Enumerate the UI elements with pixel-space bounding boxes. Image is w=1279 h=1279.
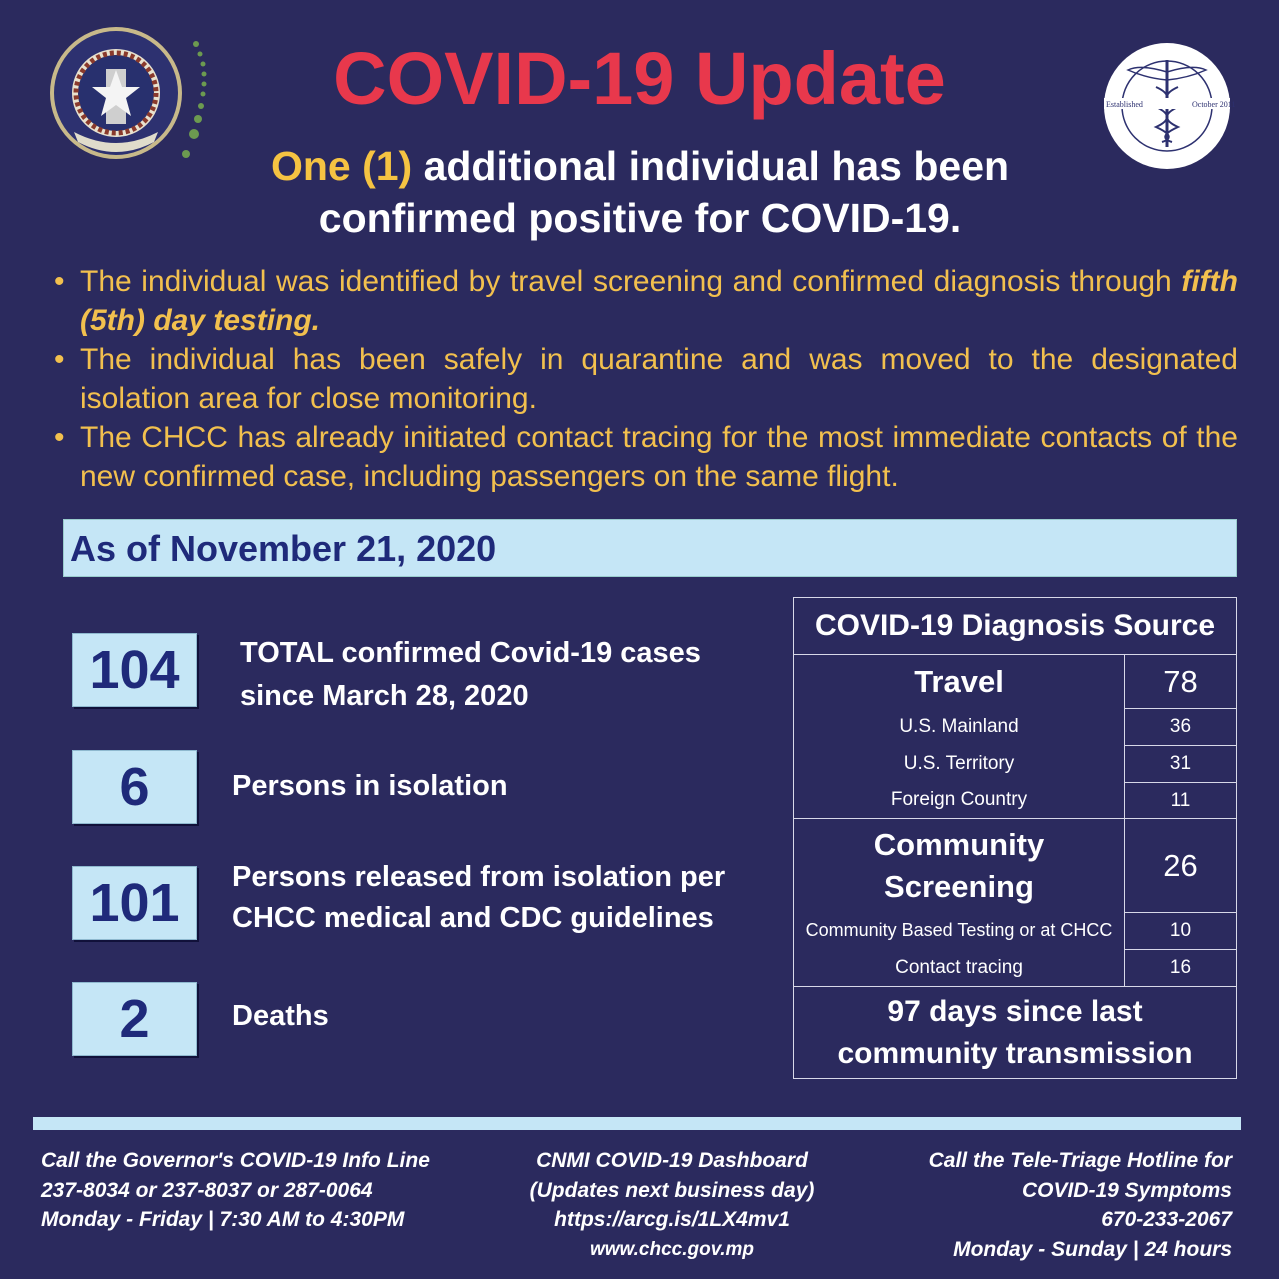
- community-screening-value: 26: [1124, 818, 1236, 912]
- tele-triage-hotline: Call the Tele-Triage Hotline for COVID-1…: [929, 1146, 1232, 1264]
- foreign-country-value: 11: [1124, 782, 1236, 818]
- website-link[interactable]: www.chcc.gov.mp: [589, 1238, 754, 1260]
- days-since-transmission: 97 days since last community transmissio…: [794, 986, 1236, 1078]
- bullet-text: The CHCC has already initiated contact t…: [80, 421, 1238, 493]
- total-cases-label: TOTAL confirmed Covid-19 cases since Mar…: [240, 632, 701, 718]
- travel-value: 78: [1124, 654, 1236, 708]
- bullet-emphasis: fifth (5th) day testing.: [80, 265, 1238, 337]
- label-line: 97 days since last: [887, 994, 1143, 1028]
- headline: One (1) additional individual has been c…: [200, 140, 1080, 244]
- svg-text:October 2011: October 2011: [1192, 100, 1235, 109]
- as-of-date: As of November 21, 2020: [70, 528, 497, 569]
- footer-line: 670-233-2067: [1101, 1208, 1232, 1231]
- footer-line: Monday - Sunday | 24 hours: [953, 1237, 1232, 1261]
- contact-tracing-value: 16: [1124, 949, 1236, 986]
- dashboard-info: CNMI COVID-19 Dashboard (Updates next bu…: [472, 1146, 872, 1264]
- bullet-text: The individual was identified by travel …: [80, 265, 1182, 298]
- bullet-item: The individual was identified by travel …: [52, 262, 1238, 340]
- contact-tracing-label: Contact tracing: [895, 956, 1023, 978]
- dashboard-link[interactable]: https://arcg.is/1LX4mv1: [554, 1208, 790, 1231]
- footer-line: Call the Tele-Triage Hotline for: [928, 1149, 1232, 1172]
- footer-line: Call the Governor's COVID-19 Info Line: [41, 1149, 430, 1172]
- bullet-text: The individual has been safely in quaran…: [80, 343, 1238, 415]
- chcc-seal-logo: Established October 2011: [1096, 42, 1238, 175]
- us-territory-value: 31: [1124, 745, 1236, 782]
- label-line: Screening: [884, 868, 1034, 904]
- community-screening-label: Community Screening: [794, 818, 1124, 912]
- svg-text:Established: Established: [1106, 100, 1143, 109]
- us-mainland-value: 36: [1124, 708, 1236, 745]
- label-line: community transmission: [837, 1036, 1193, 1070]
- label-line: since March 28, 2020: [240, 680, 529, 712]
- footer-line: 237-8034 or 237-8037 or 287-0064: [41, 1178, 373, 1202]
- table-title: COVID-19 Diagnosis Source: [814, 609, 1216, 642]
- label-line: TOTAL confirmed Covid-19 cases: [240, 637, 701, 669]
- headline-highlight: One (1): [270, 143, 413, 189]
- governor-info-line: Call the Governor's COVID-19 Info Line 2…: [41, 1146, 430, 1235]
- page-title: COVID-19 Update: [333, 37, 946, 120]
- divider-bar: [33, 1117, 1241, 1130]
- as-of-date-bar: As of November 21, 2020: [63, 519, 1237, 577]
- diagnosis-source-table: COVID-19 Diagnosis Source Travel 78 U.S.…: [793, 597, 1237, 1079]
- released-value: 101: [72, 866, 197, 940]
- headline-line1: additional individual has been: [412, 143, 1010, 189]
- footer-line: Monday - Friday | 7:30 AM to 4:30PM: [41, 1208, 405, 1231]
- isolation-label: Persons in isolation: [232, 765, 508, 808]
- us-mainland-label: U.S. Mainland: [899, 715, 1019, 737]
- label-line: Persons in isolation: [232, 770, 508, 802]
- travel-label: Travel: [794, 654, 1124, 708]
- label-line: Deaths: [232, 1000, 329, 1032]
- community-testing-value: 10: [1124, 912, 1236, 949]
- footer-line: COVID-19 Symptoms: [1021, 1178, 1232, 1202]
- deaths-label: Deaths: [232, 995, 329, 1038]
- deaths-value: 2: [72, 982, 197, 1056]
- bullet-item: The CHCC has already initiated contact t…: [52, 418, 1238, 496]
- label-line: Community: [873, 826, 1045, 862]
- community-testing-label: Community Based Testing or at CHCC: [805, 920, 1113, 940]
- us-territory-label: U.S. Territory: [903, 752, 1015, 774]
- isolation-value: 6: [72, 750, 197, 824]
- label-line: Persons released from isolation per: [232, 861, 726, 893]
- headline-line2: confirmed positive for COVID-19.: [318, 195, 962, 241]
- bullet-list: The individual was identified by travel …: [52, 262, 1238, 496]
- total-cases-value: 104: [72, 633, 197, 707]
- footer-line: (Updates next business day): [529, 1178, 815, 1202]
- foreign-country-label: Foreign Country: [890, 789, 1028, 810]
- label-line: CHCC medical and CDC guidelines: [232, 902, 714, 934]
- footer-line: CNMI COVID-19 Dashboard: [536, 1149, 808, 1172]
- bullet-item: The individual has been safely in quaran…: [52, 340, 1238, 418]
- released-label: Persons released from isolation per CHCC…: [232, 857, 725, 939]
- cnmi-official-seal-logo: [46, 24, 226, 174]
